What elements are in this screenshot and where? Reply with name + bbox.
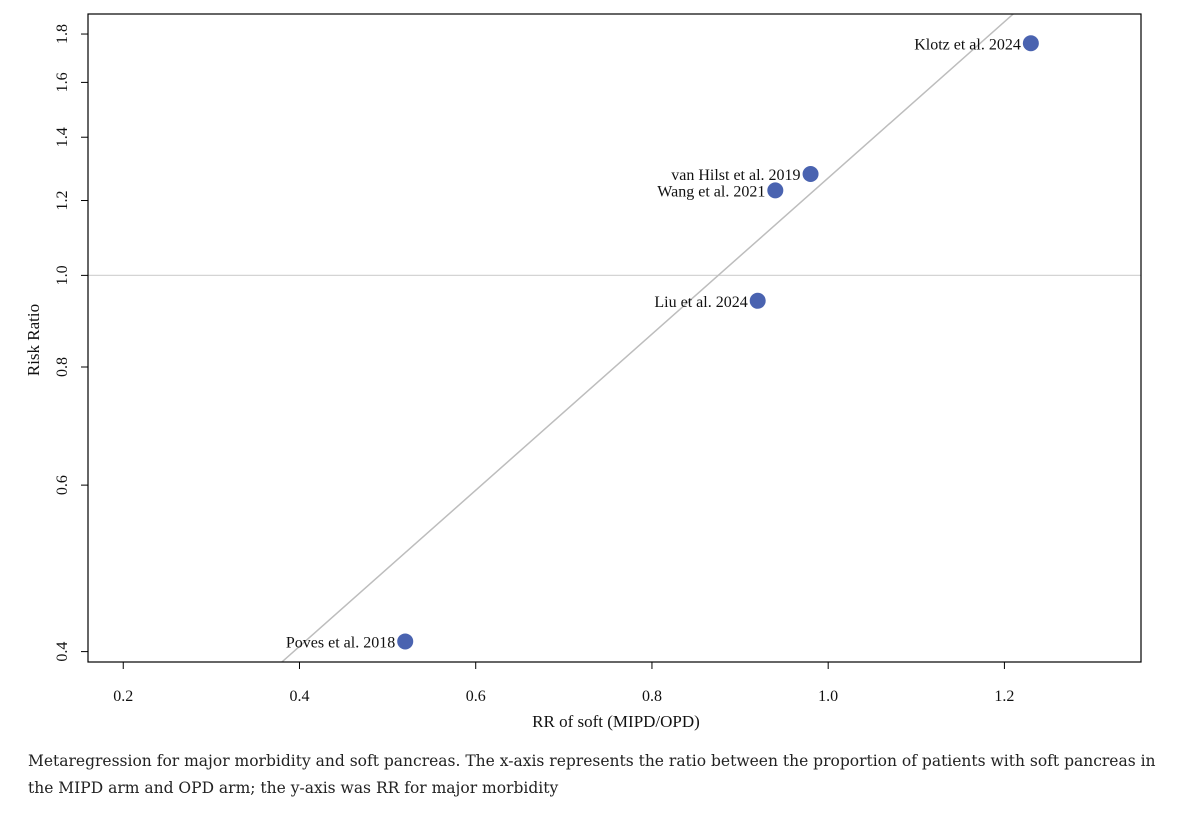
data-point bbox=[749, 292, 766, 309]
data-point-label: Liu et al. 2024 bbox=[654, 294, 747, 311]
y-tick-label: 1.2 bbox=[54, 191, 71, 211]
data-point bbox=[767, 182, 784, 199]
x-tick-label: 0.6 bbox=[466, 688, 486, 705]
data-point-label: Poves et al. 2018 bbox=[286, 634, 395, 651]
y-tick-label: 0.6 bbox=[54, 475, 71, 495]
y-tick-label: 0.8 bbox=[54, 357, 71, 377]
y-axis-title: Risk Ratio bbox=[24, 304, 43, 376]
data-point bbox=[397, 633, 414, 650]
y-tick-label: 1.6 bbox=[54, 72, 71, 92]
scatter-chart: 0.2 0.4 0.6 0.8 1.0 1.2 0.4 0.6 0.8 1.0 1.2 1.4 1.6 1… bbox=[24, 13, 1142, 731]
regression-line bbox=[281, 14, 1014, 662]
data-point bbox=[802, 166, 819, 183]
data-point-label: Wang et al. 2021 bbox=[657, 183, 765, 200]
y-tick-label: 1.4 bbox=[54, 127, 71, 147]
data-point bbox=[1022, 35, 1039, 52]
figure-caption: Metaregression for major morbidity and s… bbox=[28, 752, 1156, 797]
x-tick-label: 0.8 bbox=[642, 688, 662, 705]
x-tick-label: 0.4 bbox=[289, 688, 309, 705]
y-tick-label: 1.0 bbox=[54, 265, 71, 285]
y-tick-label: 1.8 bbox=[54, 24, 71, 44]
y-tick-label: 0.4 bbox=[54, 642, 71, 662]
x-tick-label: 1.2 bbox=[994, 688, 1014, 705]
data-point-label: van Hilst et al. 2019 bbox=[671, 167, 800, 184]
data-point-label: Klotz et al. 2024 bbox=[914, 36, 1021, 53]
plot-frame bbox=[87, 13, 1142, 663]
x-tick-label: 1.0 bbox=[818, 688, 838, 705]
x-axis-title: RR of soft (MIPD/OPD) bbox=[532, 712, 700, 731]
x-tick-label: 0.2 bbox=[113, 688, 133, 705]
